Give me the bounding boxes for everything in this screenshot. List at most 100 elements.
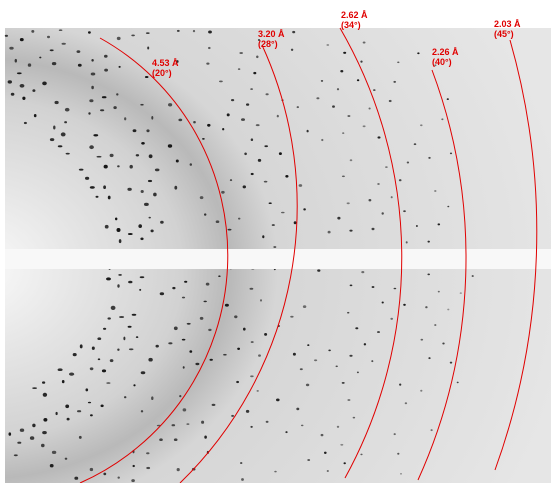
spot — [193, 121, 196, 123]
spot — [403, 304, 406, 306]
spot — [119, 66, 121, 68]
spot — [321, 80, 323, 82]
spot — [50, 464, 54, 467]
spot — [326, 44, 329, 46]
spot — [327, 470, 329, 472]
spot — [90, 414, 93, 416]
spot — [285, 175, 288, 178]
spot — [353, 417, 356, 419]
spot — [116, 93, 118, 95]
spot — [182, 297, 185, 299]
diffraction-image: 4.53 Å (20°) 3.20 Å (28°) 2.62 Å (34°) 2… — [0, 0, 551, 483]
spot — [124, 396, 126, 398]
spot — [393, 81, 396, 83]
spot — [272, 224, 275, 226]
spot — [204, 213, 206, 215]
spot — [223, 354, 227, 356]
spot — [50, 138, 54, 141]
spot — [174, 438, 178, 441]
spot — [118, 274, 122, 276]
ring-angle: (28°) — [258, 39, 278, 49]
spot — [206, 63, 209, 65]
spot — [42, 381, 45, 383]
spot — [52, 62, 56, 65]
spot — [208, 31, 212, 34]
spot — [73, 353, 77, 356]
spot — [129, 348, 134, 350]
spot — [238, 68, 241, 70]
spot — [193, 30, 195, 32]
spot — [222, 128, 224, 130]
spot — [56, 412, 58, 415]
spot — [218, 275, 220, 277]
spot — [78, 64, 82, 67]
spot — [65, 405, 69, 409]
spot — [428, 157, 430, 159]
spot — [299, 184, 303, 187]
spot — [140, 238, 143, 241]
ring-angle: (45°) — [494, 29, 514, 39]
spot — [251, 173, 254, 175]
spot — [80, 344, 83, 348]
spot — [360, 61, 362, 63]
spot — [151, 230, 154, 233]
spot — [344, 462, 346, 464]
spot — [90, 468, 93, 471]
spot — [128, 281, 132, 284]
spot — [89, 99, 93, 102]
spot — [442, 343, 444, 345]
spot — [303, 208, 306, 210]
spot — [447, 98, 449, 100]
spot — [200, 196, 204, 199]
spot — [431, 429, 433, 431]
spot — [389, 100, 392, 102]
spot — [285, 431, 287, 433]
spot — [250, 288, 254, 290]
spot — [228, 229, 232, 231]
spot — [65, 108, 70, 112]
spot — [274, 471, 276, 473]
spot — [118, 477, 120, 479]
spot — [86, 388, 89, 391]
spot — [250, 88, 253, 90]
spot — [317, 269, 320, 271]
spot — [250, 426, 252, 428]
spot — [321, 434, 324, 436]
spot — [266, 93, 269, 95]
spot — [141, 371, 146, 374]
spot — [291, 49, 293, 51]
ring-resolution: 4.53 Å — [152, 58, 179, 68]
spot — [241, 478, 244, 481]
spot — [390, 318, 393, 320]
spot — [276, 399, 280, 402]
spot — [17, 442, 21, 444]
spot — [20, 429, 24, 432]
ring-resolution: 2.03 Å — [494, 19, 521, 29]
spot — [460, 292, 462, 294]
spot — [31, 30, 34, 33]
spot — [151, 396, 153, 400]
spot — [145, 76, 149, 78]
spot — [141, 142, 145, 145]
spot — [321, 139, 323, 141]
spot — [407, 162, 409, 164]
spot — [373, 89, 376, 91]
spot — [244, 153, 247, 156]
spot — [361, 271, 364, 273]
spot — [100, 109, 104, 111]
spot — [347, 312, 349, 314]
spot — [266, 421, 269, 423]
spot — [117, 349, 119, 351]
spot — [202, 138, 205, 140]
ring-resolution: 2.26 Å — [432, 47, 459, 57]
spot — [231, 415, 234, 417]
spot — [88, 112, 90, 114]
spot — [434, 324, 436, 326]
spot — [414, 143, 417, 145]
spot — [130, 165, 133, 169]
spot — [258, 354, 261, 356]
spot — [148, 180, 152, 182]
spot — [438, 223, 441, 225]
spot — [140, 104, 143, 106]
spot — [124, 117, 126, 120]
